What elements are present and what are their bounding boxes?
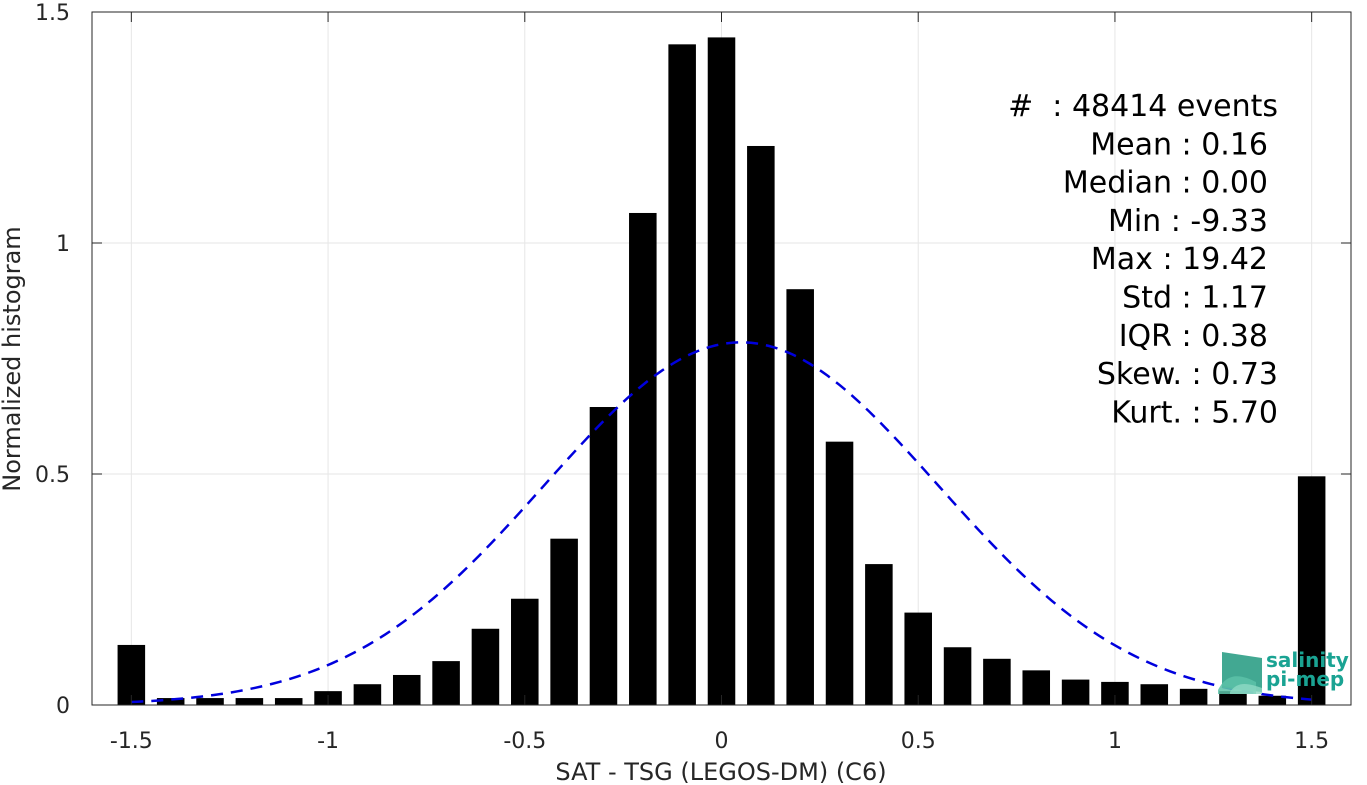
y-tick-label-3: 1.5: [35, 1, 70, 26]
bar-27: [1179, 688, 1208, 705]
bar-21: [943, 647, 972, 705]
bar-18: [825, 441, 854, 705]
bar-23: [1022, 670, 1051, 705]
y-tick-label-2: 1: [56, 232, 70, 257]
x-tick-label-0: -1.5: [110, 729, 153, 754]
stats-line-2: Median : 0.00: [1063, 166, 1268, 201]
bar-13: [629, 212, 657, 705]
bar-3: [235, 698, 264, 705]
bar-1: [156, 698, 185, 705]
bar-29: [1258, 695, 1287, 705]
stats-line-6: IQR : 0.38: [1119, 319, 1268, 354]
fit-curve-line: [131, 341, 1312, 704]
bar-7: [392, 674, 421, 705]
axes: [91, 11, 1352, 706]
bar-9: [471, 628, 500, 705]
bar-0: [117, 644, 146, 705]
y-tick-label-0: 0: [56, 694, 70, 719]
x-tick-label-5: 1: [1108, 729, 1122, 754]
bar-26: [1140, 684, 1169, 705]
bar-15: [707, 37, 736, 706]
logo-line-1: salinity: [1266, 648, 1349, 672]
bar-10: [511, 598, 539, 705]
stats-line-4: Max : 19.42: [1091, 242, 1268, 277]
bar-28: [1219, 691, 1247, 705]
y-axis-label: Normalized histogram: [0, 226, 26, 491]
bar-11: [550, 538, 578, 705]
bars: [117, 37, 1326, 706]
bar-2: [196, 698, 224, 705]
x-tick-label-2: -0.5: [503, 729, 546, 754]
x-tick-label-1: -1: [317, 729, 339, 754]
bar-12: [589, 407, 618, 705]
fit-curve: [131, 341, 1312, 704]
x-axis-label: SAT - TSG (LEGOS-DM) (C6): [555, 758, 886, 785]
bar-16: [747, 145, 775, 706]
y-tick-labels: 0 0.5 1 1.5: [35, 1, 70, 719]
y-tick-label-1: 0.5: [35, 463, 70, 488]
salinity-pi-mep-logo: salinity pi-mep: [1218, 648, 1349, 694]
x-tick-labels: -1.5 -1 -0.5 0 0.5 1 1.5: [110, 729, 1329, 754]
stats-line-7: Skew. : 0.73: [1097, 357, 1278, 392]
bar-20: [904, 612, 932, 705]
bar-30: [1297, 476, 1326, 705]
bar-22: [983, 658, 1011, 705]
bar-8: [432, 661, 460, 705]
stats-line-3: Min : -9.33: [1108, 204, 1268, 239]
stats-line-8: Kurt. : 5.70: [1111, 395, 1278, 430]
x-tick-label-6: 1.5: [1294, 729, 1329, 754]
stats-line-5: Std : 1.17: [1122, 281, 1268, 316]
bar-19: [865, 564, 893, 705]
x-tick-label-3: 0: [715, 729, 729, 754]
bar-6: [353, 684, 382, 705]
logo-line-2: pi-mep: [1266, 667, 1344, 691]
stats-line-1: Mean : 0.16: [1090, 127, 1268, 162]
bar-4: [274, 698, 303, 705]
bar-14: [668, 44, 696, 705]
x-tick-label-4: 0.5: [901, 729, 936, 754]
logo-mark-icon: [1218, 652, 1262, 694]
bar-25: [1101, 681, 1129, 705]
bar-17: [786, 289, 814, 705]
bar-24: [1061, 679, 1090, 705]
stats-line-0: # : 48414 events: [1008, 89, 1278, 124]
